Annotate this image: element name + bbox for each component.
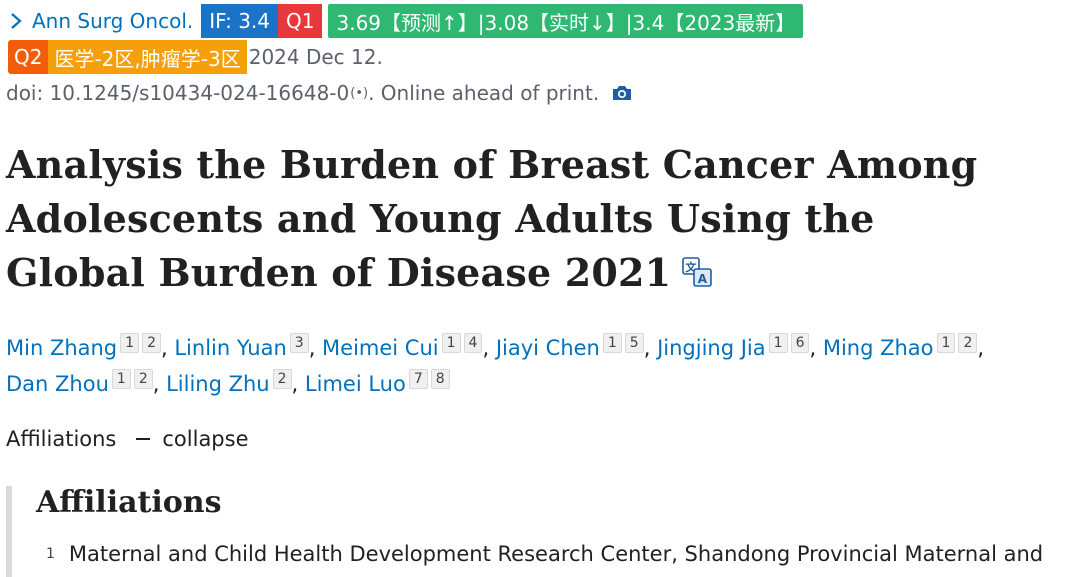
author-link[interactable]: Linlin Yuan xyxy=(174,336,287,360)
jcr-quartile-badge: Q1 xyxy=(278,4,323,38)
author-list: Min Zhang 1 2, Linlin Yuan 3, Meimei Cui 1 4,… xyxy=(6,333,985,396)
affiliation-ref[interactable]: 2 xyxy=(142,333,161,353)
affiliation-item: 1 Maternal and Child Health Development R… xyxy=(46,542,1043,566)
doi-text[interactable]: doi: 10.1245/s10434-024-16648-0 xyxy=(6,81,350,105)
author-link[interactable]: Limei Luo xyxy=(304,372,406,396)
online-status: . Online ahead of print. xyxy=(368,81,600,105)
doi-row: doi: 10.1245/s10434-024-16648-0 (•) . On… xyxy=(6,78,633,108)
author-link[interactable]: Liling Zhu xyxy=(166,372,270,396)
affiliation-ref[interactable]: 1 xyxy=(111,369,131,389)
camera-icon[interactable] xyxy=(611,84,633,102)
chevron-right-icon xyxy=(11,13,22,29)
publication-date: 2024 Dec 12. xyxy=(248,45,383,69)
affiliation-ref[interactable]: 1 xyxy=(120,333,140,353)
affiliation-ref[interactable]: 2 xyxy=(272,369,292,389)
journal-row: Ann Surg Oncol. IF: 3.4 Q1 3.69【预测↑】|3.0… xyxy=(6,4,804,38)
affiliations-toggle-label[interactable]: Affiliations xyxy=(6,427,117,451)
if-prediction-badge[interactable]: 3.69【预测↑】|3.08【实时↓】|3.4【2023最新】 xyxy=(328,4,804,38)
cas-division-badge: 医学-2区,肿瘤学-3区 xyxy=(48,40,247,74)
author-link[interactable]: Meimei Cui xyxy=(322,336,439,360)
translate-icon[interactable]: 文 A xyxy=(681,256,713,288)
article-title: Analysis the Burden of Breast Cancer Amo… xyxy=(6,138,1026,300)
svg-text:文: 文 xyxy=(686,260,698,274)
affiliations-toggle-action[interactable]: collapse xyxy=(162,427,249,451)
cas-quartile-badge: Q2 xyxy=(8,40,49,74)
affiliation-ref[interactable]: 3 xyxy=(289,333,309,353)
affiliations-panel: Affiliations 1 Maternal and Child Health … xyxy=(6,486,1072,577)
affiliation-number: 1 xyxy=(46,546,55,562)
affiliation-ref[interactable]: 2 xyxy=(133,369,153,389)
affiliation-ref[interactable]: 1 xyxy=(768,333,788,353)
affiliation-ref[interactable]: 6 xyxy=(790,333,810,353)
author-link[interactable]: Jiayi Chen xyxy=(495,336,600,360)
affiliations-toggle[interactable]: Affiliations collapse xyxy=(6,424,249,454)
journal-name[interactable]: Ann Surg Oncol. xyxy=(32,9,194,33)
affiliation-ref[interactable]: 5 xyxy=(624,333,644,353)
author-link[interactable]: Jingjing Jia xyxy=(657,336,766,360)
affiliation-ref[interactable]: 8 xyxy=(430,369,450,389)
affiliation-ref[interactable]: 1 xyxy=(602,333,622,353)
svg-text:A: A xyxy=(698,272,708,286)
division-row: Q2 医学-2区,肿瘤学-3区 2024 Dec 12. xyxy=(8,40,383,74)
author-link[interactable]: Min Zhang xyxy=(6,336,118,360)
affiliation-ref[interactable]: 1 xyxy=(441,333,461,353)
affiliation-ref[interactable]: 2 xyxy=(958,333,978,353)
affiliation-ref[interactable]: 1 xyxy=(936,333,956,353)
article-title-text: Analysis the Burden of Breast Cancer Amo… xyxy=(6,142,978,295)
impact-factor-badge: IF: 3.4 xyxy=(201,4,279,38)
affiliation-ref[interactable]: 4 xyxy=(463,333,483,353)
journal-link[interactable]: Ann Surg Oncol. xyxy=(6,9,193,33)
author-link[interactable]: Dan Zhou xyxy=(6,372,109,396)
minus-icon xyxy=(136,438,151,440)
author-link[interactable]: Ming Zhao xyxy=(822,336,934,360)
affiliations-heading: Affiliations xyxy=(36,485,222,520)
broadcast-icon: (•) xyxy=(350,85,369,101)
affiliation-text: Maternal and Child Health Development Re… xyxy=(68,542,1044,566)
affiliation-ref[interactable]: 7 xyxy=(408,369,428,389)
